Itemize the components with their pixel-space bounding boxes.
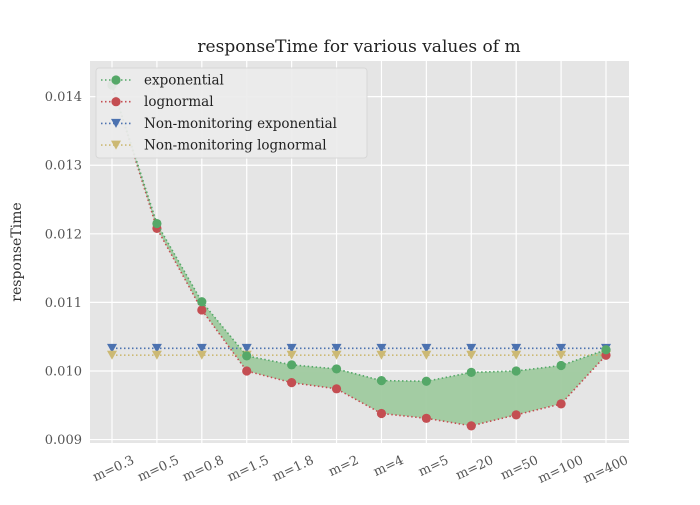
data-point-non-monitoring-lognormal [286, 350, 297, 360]
data-point-exponential [466, 367, 476, 377]
data-point-exponential [331, 364, 342, 374]
data-point-lognormal [511, 410, 521, 420]
x-tick-label: m=4 [371, 453, 406, 480]
data-point-exponential [376, 375, 387, 386]
legend-marker [111, 97, 121, 107]
series-layer [107, 80, 611, 431]
data-point-non-monitoring-exponential [151, 343, 162, 353]
data-point-exponential [242, 351, 252, 361]
legend: exponential lognormal Non-monitoring expon… [95, 67, 368, 159]
data-point-exponential [601, 345, 611, 355]
data-point-non-monitoring-lognormal [376, 350, 387, 360]
data-point-non-monitoring-lognormal [196, 350, 207, 360]
data-point-non-monitoring-exponential [286, 343, 297, 353]
y-tick-label: 0.012 [45, 227, 82, 242]
data-point-non-monitoring-exponential [241, 343, 252, 353]
data-point-non-monitoring-lognormal [331, 350, 342, 360]
legend-label: exponential [144, 73, 224, 89]
x-tick-label: m=50 [498, 453, 540, 483]
legend-marker [111, 75, 121, 85]
data-point-non-monitoring-exponential [421, 343, 432, 353]
data-point-lognormal [556, 399, 566, 409]
legend-item-non-monitoring-exponential: Non-monitoring exponential [101, 116, 337, 132]
fill-between-area [112, 85, 606, 426]
legend-item-exponential: exponential [101, 73, 224, 89]
data-point-lognormal [421, 413, 431, 423]
y-tick-labels: 0.009 0.010 0.011 0.012 0.013 0.014 [45, 90, 82, 448]
data-point-non-monitoring-exponential [376, 343, 387, 353]
x-tick-label: m=20 [454, 453, 496, 483]
data-point-exponential [152, 218, 162, 229]
data-point-non-monitoring-lognormal [421, 350, 432, 360]
data-point-lognormal [376, 408, 387, 419]
series-exponential [107, 80, 611, 386]
series-line-exponential [111, 84, 607, 383]
data-point-non-monitoring-lognormal [466, 350, 477, 360]
data-point-exponential [556, 360, 566, 371]
y-tick-label: 0.013 [45, 159, 82, 174]
fill-between-polygon [112, 85, 606, 426]
x-tick-label: m=0.3 [91, 453, 137, 485]
legend-label: lognormal [144, 94, 214, 110]
legend-marker [111, 140, 121, 150]
y-tick-label: 0.010 [45, 364, 82, 379]
x-tick-label: m=400 [581, 453, 631, 487]
data-point-lognormal [466, 421, 476, 431]
x-tick-label: m=1.8 [270, 453, 316, 485]
x-tick-label: m=2 [326, 453, 361, 480]
data-point-non-monitoring-exponential [511, 343, 522, 353]
data-point-non-monitoring-lognormal [107, 350, 117, 360]
data-point-lognormal [287, 378, 297, 388]
data-point-non-monitoring-exponential [466, 343, 477, 353]
legend-item-lognormal: lognormal [101, 94, 214, 110]
legend-label: Non-monitoring exponential [144, 116, 337, 132]
data-point-lognormal [331, 384, 342, 394]
x-tick-label: m=100 [536, 453, 586, 487]
data-point-exponential [421, 376, 431, 386]
data-point-non-monitoring-lognormal [556, 350, 567, 360]
data-point-non-monitoring-exponential [331, 343, 342, 353]
data-point-non-monitoring-exponential [107, 343, 117, 353]
legend-marker [111, 118, 121, 128]
y-tick-label: 0.014 [45, 90, 82, 105]
data-point-exponential [287, 360, 297, 370]
data-point-exponential [197, 297, 207, 307]
data-point-non-monitoring-lognormal [511, 350, 522, 360]
x-tick-label: m=5 [416, 453, 451, 480]
legend-label: Non-monitoring lognormal [144, 138, 327, 154]
y-tick-label: 0.011 [45, 296, 82, 311]
data-point-exponential [511, 366, 521, 376]
y-tick-label: 0.009 [45, 433, 82, 448]
legend-box [95, 67, 368, 159]
x-tick-label: m=1.5 [225, 453, 271, 485]
x-tick-labels: m=0.3m=0.5m=0.8m=1.5m=1.8 m=2 m=4 m=5 m=20 m=… [91, 453, 631, 487]
data-point-lognormal [242, 366, 252, 376]
series-line-lognormal [111, 84, 607, 427]
x-tick-label: m=0.8 [180, 453, 226, 485]
legend-item-non-monitoring-lognormal: Non-monitoring lognormal [101, 138, 327, 154]
data-point-lognormal [197, 305, 207, 315]
data-point-non-monitoring-exponential [556, 343, 567, 353]
data-point-non-monitoring-lognormal [151, 350, 162, 360]
data-point-non-monitoring-exponential [196, 343, 207, 353]
x-tick-label: m=0.5 [135, 453, 181, 485]
y-axis-label: responseTime [9, 202, 25, 301]
chart-title: responseTime for various values of m [197, 37, 520, 57]
series-non-monitoring-exponential [107, 343, 611, 353]
